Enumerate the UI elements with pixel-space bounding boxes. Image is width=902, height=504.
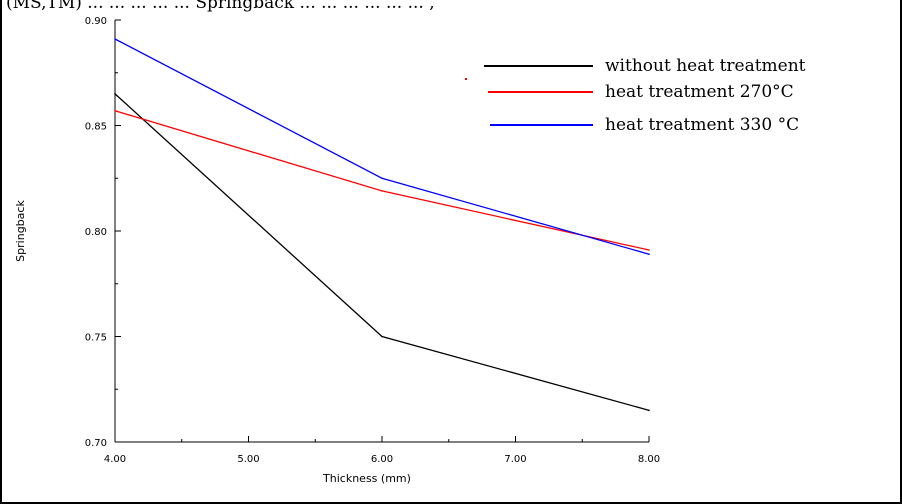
series-2-point bbox=[381, 177, 383, 180]
series-line-0 bbox=[114, 93, 650, 411]
series-line-2 bbox=[114, 38, 650, 255]
x-tick-label: 6.00 bbox=[371, 454, 393, 465]
y-tick-label: 0.75 bbox=[85, 333, 107, 344]
x-axis-title: Thickness (mm) bbox=[322, 472, 411, 485]
x-tick-label: 5.00 bbox=[237, 454, 259, 465]
legend-stray-dot bbox=[465, 78, 467, 80]
x-tick-label: 8.00 bbox=[638, 454, 660, 465]
x-tick-label: 4.00 bbox=[104, 454, 126, 465]
chart-axes: 0.70 0.75 0.80 0.85 0.90 4.00 5.00 6.00 7.00 8.00 bbox=[85, 16, 660, 465]
series-0-point bbox=[381, 335, 383, 338]
series-2-point bbox=[114, 38, 116, 40]
legend-label-2: heat treatment 330 °C bbox=[605, 115, 799, 135]
legend-label-1: heat treatment 270°C bbox=[605, 82, 794, 102]
series-0-point bbox=[114, 93, 116, 95]
series-1-point bbox=[114, 109, 116, 112]
series-lines bbox=[114, 38, 650, 412]
series-1-point bbox=[648, 249, 650, 251]
x-tick-label: 7.00 bbox=[504, 454, 526, 465]
y-tick-label: 0.85 bbox=[85, 122, 107, 133]
legend-label-0: without heat treatment bbox=[605, 56, 806, 76]
y-tick-label: 0.70 bbox=[85, 438, 107, 449]
chart-caption: (MS,TM) ... ... ... ... ... Springback .… bbox=[6, 0, 435, 13]
series-1-point bbox=[381, 190, 383, 192]
y-tick-label: 0.90 bbox=[85, 16, 107, 27]
series-0-point bbox=[648, 409, 650, 412]
y-axis-title: Springback bbox=[14, 200, 27, 262]
series-line-1 bbox=[114, 110, 650, 251]
y-tick-label: 0.80 bbox=[85, 227, 107, 238]
chart-legend: without heat treatment heat treatment 270… bbox=[465, 56, 806, 135]
series-2-point bbox=[648, 253, 650, 256]
